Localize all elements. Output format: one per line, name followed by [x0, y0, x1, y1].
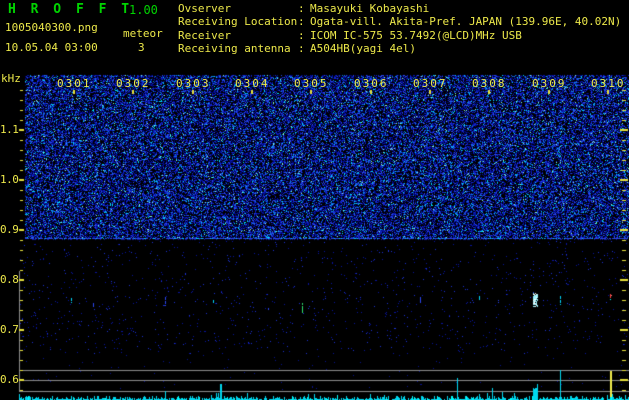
info-value: ICOM IC-575 53.7492(@LCD)MHz USB: [310, 29, 522, 42]
time-label: 0305: [294, 77, 329, 90]
info-label: Ovserver: [178, 2, 231, 15]
time-label: 0304: [235, 77, 270, 90]
freq-label: 0.7: [0, 323, 19, 336]
app-version: 1.00: [129, 3, 158, 17]
time-label: 0307: [413, 77, 448, 90]
meteor-count: 3: [138, 41, 145, 54]
app-title: H R O F F T: [8, 2, 133, 17]
info-colon: :: [298, 15, 305, 28]
freq-axis-unit: kHz: [1, 72, 21, 85]
info-value: A504HB(yagi 4el): [310, 42, 416, 55]
info-label: Receiving antenna: [178, 42, 291, 55]
time-label: 0306: [354, 77, 389, 90]
freq-label: 0.8: [0, 273, 19, 286]
freq-label: 1.0: [0, 173, 19, 186]
time-label: 0310: [591, 77, 626, 90]
time-label: 0309: [532, 77, 567, 90]
freq-label: 0.9: [0, 223, 19, 236]
time-label: 0303: [176, 77, 211, 90]
capture-filename: 1005040300.png: [5, 21, 98, 34]
capture-datetime: 10.05.04 03:00: [5, 41, 98, 54]
info-value: Masayuki Kobayashi: [310, 2, 430, 15]
freq-label: 0.6: [0, 373, 19, 386]
freq-label: 1.1: [0, 123, 19, 136]
info-label: Receiver: [178, 29, 231, 42]
info-value: Ogata-vill. Akita-Pref. JAPAN (139.96E, …: [310, 15, 622, 28]
info-row-observer: Ovserver : Masayuki Kobayashi: [178, 3, 629, 15]
time-label: 0302: [116, 77, 151, 90]
time-label: 0308: [472, 77, 507, 90]
info-row-receiver: Receiver : ICOM IC-575 53.7492(@LCD)MHz …: [178, 30, 629, 42]
info-row-antenna: Receiving antenna : A504HB(yagi 4el): [178, 43, 629, 55]
info-row-location: Receiving Location : Ogata-vill. Akita-P…: [178, 16, 629, 28]
info-colon: :: [298, 2, 305, 15]
info-colon: :: [298, 29, 305, 42]
time-label: 0301: [57, 77, 92, 90]
info-colon: :: [298, 42, 305, 55]
capture-mode: meteor: [123, 27, 163, 40]
info-label: Receiving Location: [178, 15, 298, 28]
